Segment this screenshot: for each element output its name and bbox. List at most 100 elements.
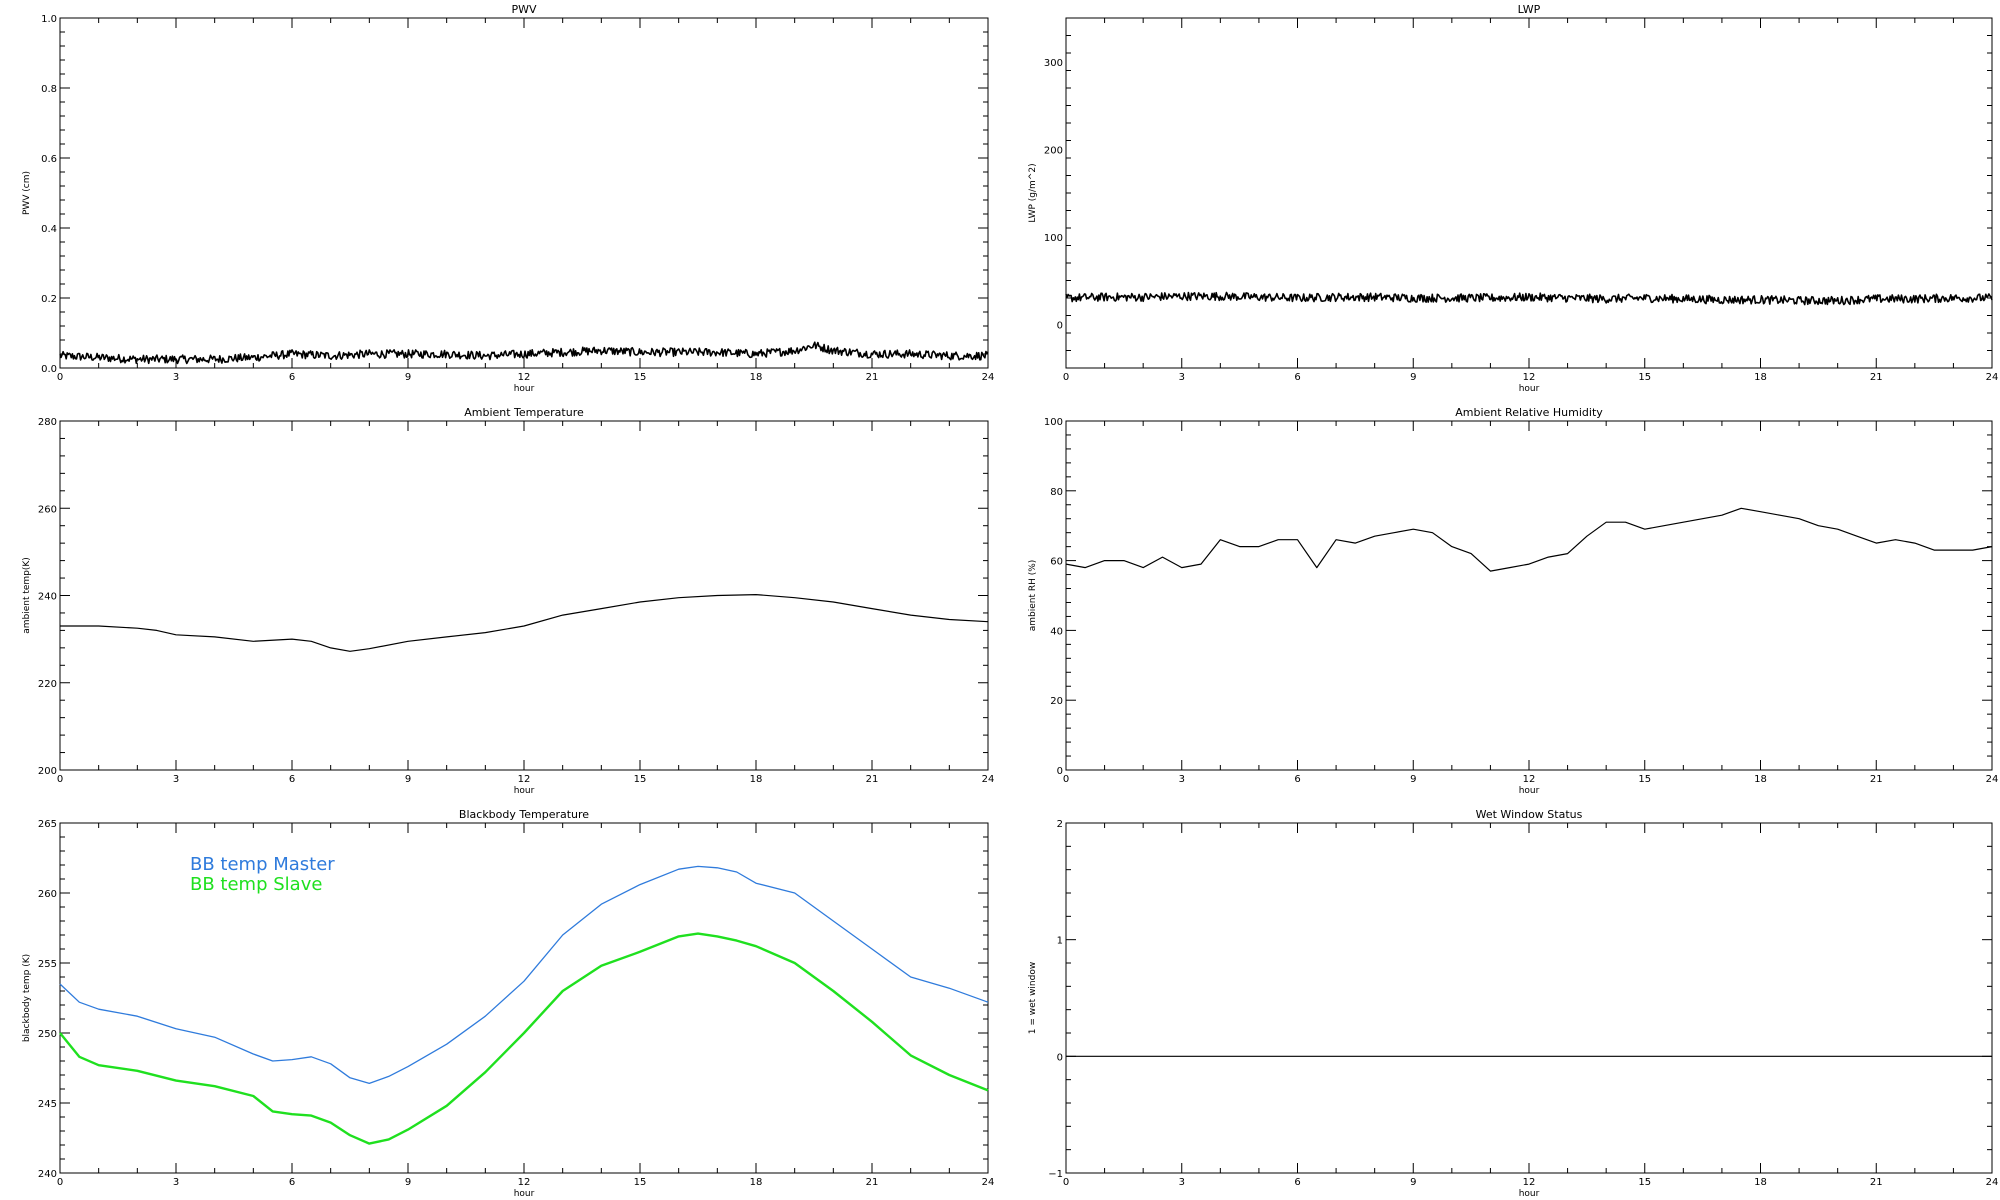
legend-entry: BB temp Master [190,854,335,875]
y-tick-label: 220 [38,679,57,690]
chart-panel-1: LWP 0 3 6 9 12 15 18 21 24 hour 0 100 200 300 LWP (g/m^… [1028,3,1998,394]
y-tick-label: 0.6 [41,154,57,165]
chart-panel-3: Ambient Relative Humidity 0 3 6 9 12 15 18 21 24 h… [1028,406,1998,796]
series-line-0 [1065,291,1993,306]
y-tick-label: 0 [1057,320,1063,331]
y-axis-label: PWV (cm) [22,171,32,215]
x-tick-label: 6 [289,1177,295,1188]
x-tick-label: 9 [405,774,411,785]
x-axis-label: hour [514,384,535,394]
x-tick-label: 6 [289,372,295,383]
x-tick-label: 18 [1754,774,1767,785]
y-tick-label: 200 [1044,145,1063,156]
x-tick-label: 6 [289,774,295,785]
x-tick-label: 18 [1754,1177,1767,1188]
x-tick-label: 3 [173,372,179,383]
y-tick-label: 2 [1057,819,1063,830]
y-tick-label: 240 [38,592,57,603]
x-tick-label: 21 [1870,774,1883,785]
x-tick-label: 12 [518,372,531,383]
y-axis-label: ambient temp(K) [22,557,32,634]
y-tick-label: 260 [38,504,57,515]
x-tick-label: 21 [1870,1177,1883,1188]
y-tick-label: 250 [38,1029,57,1040]
x-tick-label: 0 [1063,774,1069,785]
series-line-1 [59,932,989,1145]
x-tick-label: 21 [866,774,879,785]
series-line-0 [59,865,989,1085]
x-tick-label: 9 [1410,372,1416,383]
x-tick-label: 3 [1179,774,1185,785]
y-tick-label: 260 [38,889,57,900]
y-tick-label: 80 [1050,487,1063,498]
y-tick-label: 0.2 [41,294,57,305]
y-tick-label: 0.0 [41,364,57,375]
x-tick-label: 24 [1986,774,1999,785]
y-tick-label: 100 [1044,233,1063,244]
y-tick-label: 245 [38,1099,57,1110]
x-tick-label: 24 [982,372,995,383]
x-tick-label: 15 [634,372,647,383]
x-tick-label: 15 [634,774,647,785]
x-tick-label: 24 [982,1177,995,1188]
x-axis-label: hour [514,1189,535,1199]
plot-frame [1065,17,1993,369]
x-tick-label: 9 [1410,1177,1416,1188]
x-tick-label: 3 [1179,1177,1185,1188]
chart-panel-0: PWV 0 3 6 9 12 15 18 21 24 hour 0.0 0.2 0.4 0.6 0.8 1.0 P… [22,3,994,394]
chart-title: Ambient Temperature [464,406,584,419]
x-tick-label: 15 [1638,372,1651,383]
x-tick-label: 18 [750,372,763,383]
x-tick-label: 21 [866,1177,879,1188]
x-tick-label: 3 [1179,372,1185,383]
legend-entry: BB temp Slave [190,874,322,895]
y-tick-label: 0 [1057,766,1063,777]
plot-frame [1065,420,1993,771]
y-tick-label: 100 [1044,417,1063,428]
chart-title: PWV [511,3,537,16]
series-line-0 [59,341,989,365]
x-tick-label: 3 [173,774,179,785]
y-axis-label: ambient RH (%) [1028,560,1038,632]
y-axis-label: LWP (g/m^2) [1028,163,1038,222]
x-tick-label: 18 [750,774,763,785]
y-tick-label: 240 [38,1169,57,1180]
x-tick-label: 0 [1063,372,1069,383]
x-tick-label: 3 [173,1177,179,1188]
chart-title: Ambient Relative Humidity [1455,406,1603,419]
x-tick-label: 0 [57,1177,63,1188]
x-tick-label: 0 [1063,1177,1069,1188]
x-tick-label: 6 [1294,372,1300,383]
x-tick-label: 6 [1294,1177,1300,1188]
plot-frame [59,420,989,771]
x-tick-label: 12 [1523,774,1536,785]
y-tick-label: 255 [38,959,57,970]
y-axis-label: blackbody temp (K) [22,954,32,1042]
y-tick-label: 300 [1044,58,1063,69]
chart-title: Wet Window Status [1476,808,1583,821]
x-tick-label: 15 [1638,1177,1651,1188]
y-tick-label: 200 [38,766,57,777]
x-tick-label: 15 [634,1177,647,1188]
x-tick-label: 18 [1754,372,1767,383]
plot-frame [1065,822,1993,1174]
x-tick-label: 0 [57,774,63,785]
y-axis-label: 1 = wet window [1028,962,1038,1034]
y-tick-label: 0 [1057,1052,1063,1063]
x-tick-label: 9 [1410,774,1416,785]
x-tick-label: 12 [518,1177,531,1188]
x-tick-label: 9 [405,1177,411,1188]
x-tick-label: 12 [1523,372,1536,383]
x-tick-label: 6 [1294,774,1300,785]
x-axis-label: hour [1519,384,1540,394]
y-tick-label: 280 [38,417,57,428]
y-tick-label: 20 [1050,696,1063,707]
y-tick-label: −1 [1048,1169,1063,1180]
chart-title: LWP [1518,3,1541,16]
x-tick-label: 24 [1986,372,1999,383]
y-tick-label: 1 [1057,936,1063,947]
x-axis-label: hour [1519,1189,1540,1199]
x-tick-label: 24 [1986,1177,1999,1188]
